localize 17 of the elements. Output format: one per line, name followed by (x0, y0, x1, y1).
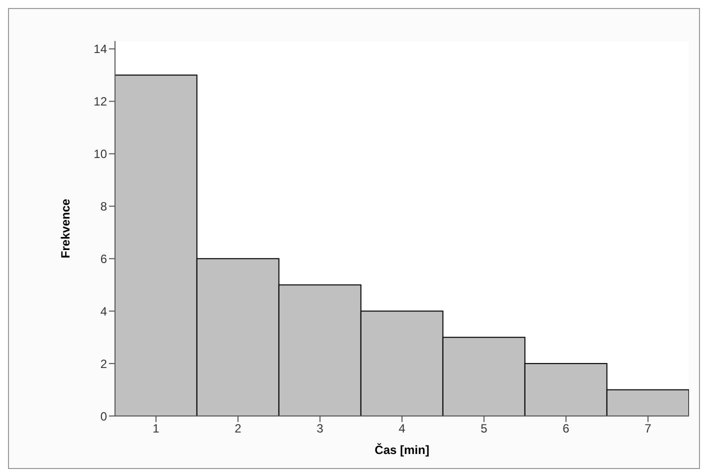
x-tick-label: 7 (644, 422, 652, 436)
y-tick-label: 14 (94, 42, 108, 56)
y-tick-label: 12 (94, 94, 108, 109)
y-tick-label: 2 (100, 356, 108, 371)
x-tick-label: 1 (152, 422, 160, 436)
x-tick-label: 5 (480, 422, 488, 436)
y-tick-label: 4 (100, 304, 108, 318)
x-tick-label: 3 (316, 422, 324, 436)
y-tick-label: 8 (100, 199, 108, 214)
y-axis-title: Frekvence (58, 198, 72, 258)
x-tick-label: 6 (562, 422, 570, 436)
y-tick-label: 10 (94, 147, 108, 162)
x-axis-title: Čas [min] (374, 443, 430, 457)
y-tick-label: 0 (100, 409, 108, 424)
y-tick-label: 6 (100, 252, 108, 266)
x-tick-label: 2 (234, 422, 242, 436)
x-tick-label: 4 (398, 422, 406, 436)
